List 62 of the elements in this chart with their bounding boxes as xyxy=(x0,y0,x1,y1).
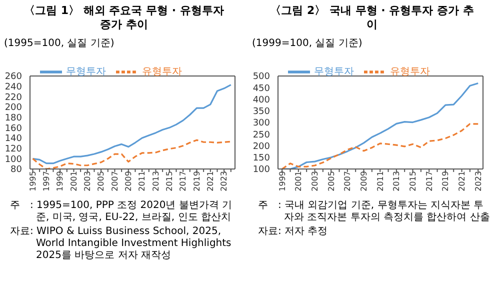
x-tick-label: 2017 xyxy=(424,171,434,192)
legend-label: 유형투자 xyxy=(142,66,182,78)
x-tick-label: 2003 xyxy=(310,171,320,192)
text: 주 : 1995=100, PPP 조정 2020년 불변가격 기준, 미국, 영국, EU-22, 브라질, 인도 합산치 xyxy=(10,200,234,224)
x-tick-label: 2023 xyxy=(220,171,229,192)
x-tick-label: 2021 xyxy=(206,171,216,192)
y-tick-label: 220 xyxy=(4,92,22,103)
x-tick-label: 2015 xyxy=(408,171,418,192)
y-axis-title: (1995=100, 실질 기준) xyxy=(3,37,116,49)
y-tick-label: 300 xyxy=(252,118,270,129)
x-tick-label: 2001 xyxy=(294,171,304,192)
legend-label: 무형투자 xyxy=(66,66,106,78)
text: 자료: WIPO & Luiss Business School, 2025, World Intangible Investment Highlights 2025를 바탕으로 저자 재작성 xyxy=(10,226,232,262)
text: 주 : 국내 외감기업 기준, 무형투자는 지식자본 투자와 조직자본 투자의 측정치를 합산하여 산출 xyxy=(258,200,491,224)
x-tick-label: 2009 xyxy=(359,171,368,192)
y-tick-label: 500 xyxy=(252,72,270,82)
chart-title: 〈그림 1〉 해외 주요국 무형 · 유형투자 증가 추이 xyxy=(23,3,225,33)
x-tick-label: 2023 xyxy=(474,171,483,192)
line-series xyxy=(281,123,479,169)
y-tick-label: 200 xyxy=(252,142,270,152)
y-tick-label: 100 xyxy=(252,165,270,176)
x-tick-label: 2013 xyxy=(151,171,160,192)
y-tick-label: 120 xyxy=(4,144,22,155)
y-tick-label: 200 xyxy=(4,103,22,114)
x-tick-label: 2003 xyxy=(83,171,92,192)
y-tick-label: 150 xyxy=(252,154,270,164)
y-tick-label: 250 xyxy=(252,130,270,140)
y-tick-label: 400 xyxy=(252,95,270,106)
x-tick-label: 1997 xyxy=(42,171,52,192)
x-tick-label: 2013 xyxy=(392,171,402,192)
text: 자료: 저자 추정 xyxy=(258,226,329,238)
legend-label: 무형투자 xyxy=(314,66,354,78)
y-tick-label: 450 xyxy=(252,84,270,94)
x-tick-label: 1999 xyxy=(56,171,65,192)
x-tick-label: 2001 xyxy=(69,171,78,192)
x-tick-label: 2007 xyxy=(110,171,120,192)
x-tick-label: 2011 xyxy=(138,171,147,192)
line-series xyxy=(32,84,232,164)
x-tick-label: 2015 xyxy=(165,171,174,192)
x-tick-label: 2005 xyxy=(96,171,106,192)
y-tick-label: 100 xyxy=(4,154,22,165)
y-tick-label: 350 xyxy=(252,107,270,118)
x-tick-label: 2019 xyxy=(441,171,450,192)
x-tick-label: 1995 xyxy=(28,171,38,192)
y-tick-label: 180 xyxy=(4,114,22,124)
y-axis-title: (1999=100, 실질 기준) xyxy=(251,37,364,49)
x-tick-label: 2019 xyxy=(192,171,202,192)
y-tick-label: 160 xyxy=(4,124,22,134)
y-tick-label: 140 xyxy=(4,134,22,144)
x-tick-label: 1999 xyxy=(278,171,287,192)
x-tick-label: 2005 xyxy=(326,171,336,192)
chart-title: 〈그림 2〉 국내 무형 · 유형투자 증가 추이 xyxy=(269,3,475,33)
x-tick-label: 2011 xyxy=(376,171,385,192)
y-tick-label: 80 xyxy=(10,165,22,176)
line-series xyxy=(32,139,232,169)
x-tick-label: 2021 xyxy=(457,171,466,192)
y-tick-label: 260 xyxy=(4,72,22,82)
legend-label: 유형투자 xyxy=(390,66,430,78)
x-tick-label: 2017 xyxy=(178,171,188,192)
x-tick-label: 2009 xyxy=(124,171,134,192)
y-tick-label: 240 xyxy=(4,82,22,93)
x-tick-label: 2007 xyxy=(343,171,352,192)
